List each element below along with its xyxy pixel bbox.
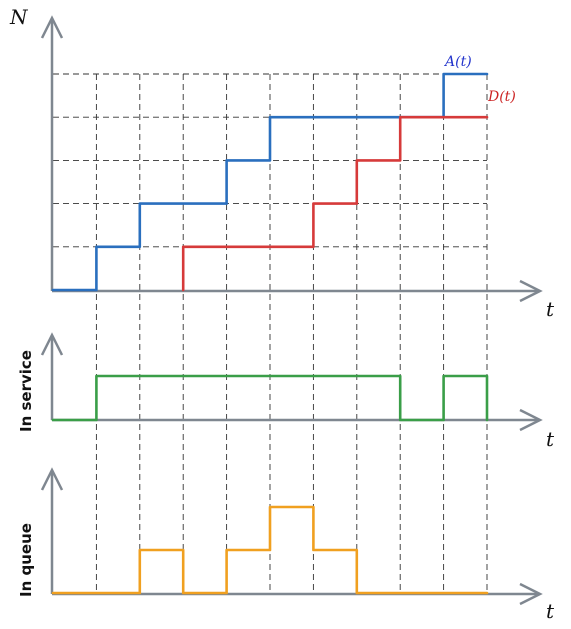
in-service-line — [51, 374, 489, 422]
main-x-label: t — [546, 297, 555, 321]
series-lines — [51, 72, 489, 595]
queue-y-arrowhead — [40, 467, 64, 491]
arrivals-line — [51, 72, 489, 292]
queue-axes — [40, 467, 543, 606]
in-queue-label: In queue — [17, 523, 35, 597]
arrivals-series-label: A(t) — [443, 54, 472, 70]
main-y-label: N — [9, 5, 29, 29]
in-queue-line — [51, 505, 489, 595]
departures-line — [181, 115, 489, 292]
service-y-arrowhead — [40, 332, 64, 356]
main-x-arrowhead — [519, 279, 543, 303]
service-x-arrowhead — [519, 408, 543, 432]
service-axes — [40, 332, 543, 432]
departures-series-label: D(t) — [487, 89, 516, 105]
queue-x-label: t — [546, 599, 555, 623]
service-x-label: t — [546, 427, 555, 451]
main-y-arrowhead — [40, 15, 64, 39]
in-service-label: In service — [17, 350, 35, 432]
queue-x-arrowhead — [519, 582, 543, 606]
main-axes — [40, 15, 543, 303]
